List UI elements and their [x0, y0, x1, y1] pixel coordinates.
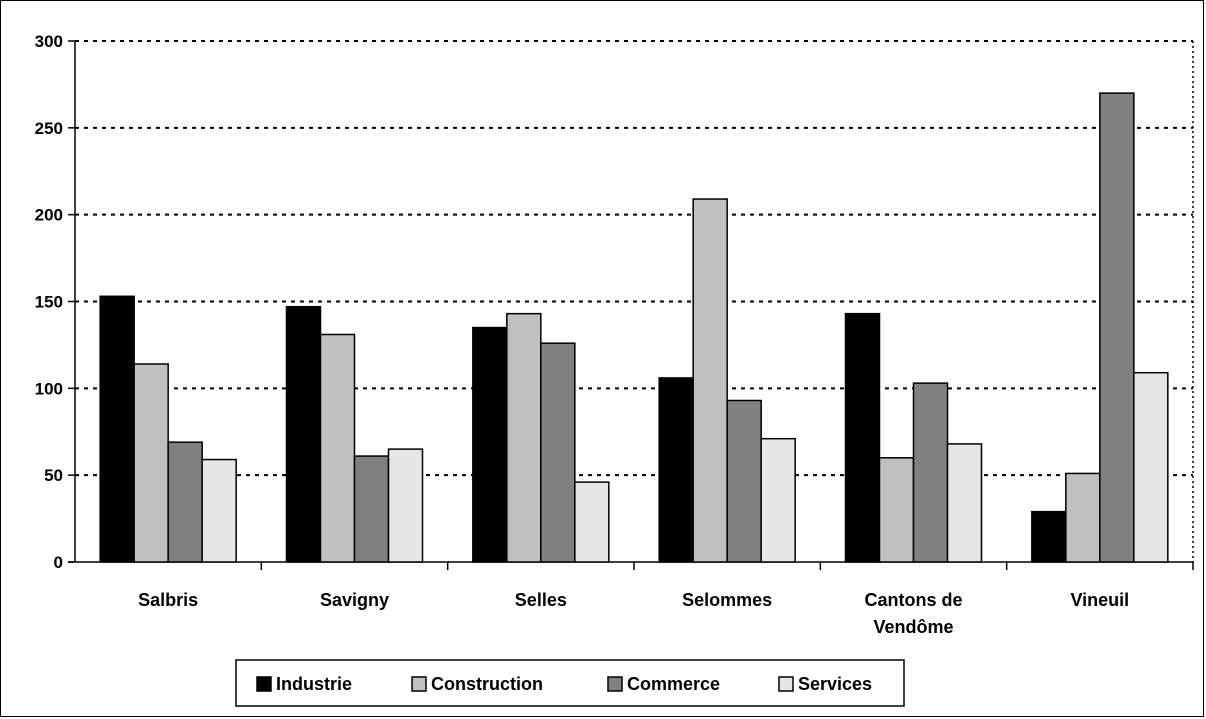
bar-services-4 — [946, 443, 983, 563]
bar-construction-2 — [506, 312, 542, 563]
category-label: Vendôme — [873, 617, 953, 637]
bar-services-0 — [201, 458, 237, 563]
bar-construction-4 — [878, 457, 915, 563]
y-tick-label: 100 — [35, 379, 63, 398]
bar-construction-5 — [1065, 472, 1101, 563]
y-tick-label: 0 — [54, 553, 63, 572]
bar-services-2 — [574, 481, 610, 563]
axes — [68, 40, 1194, 570]
category-label: Savigny — [320, 590, 389, 610]
bar-industrie-5 — [1031, 510, 1067, 563]
bar-construction-1 — [319, 333, 356, 563]
bar-commerce-2 — [540, 342, 576, 563]
y-tick-label: 250 — [35, 119, 63, 138]
legend-swatch-industrie — [256, 676, 272, 692]
legend: Industrie Construction Commerce Services — [235, 659, 905, 707]
bar-commerce-5 — [1099, 92, 1135, 563]
y-tick-label: 300 — [35, 32, 63, 51]
bar-industrie-4 — [844, 312, 881, 563]
legend-label-services: Services — [798, 674, 872, 694]
bar-industrie-2 — [472, 326, 508, 563]
bar-industrie-1 — [285, 305, 322, 563]
bar-services-3 — [760, 437, 796, 563]
category-label: Cantons de — [864, 590, 962, 610]
y-tick-label: 150 — [35, 293, 63, 312]
legend-swatch-construction — [411, 676, 427, 692]
bars — [99, 92, 1169, 563]
bar-commerce-3 — [726, 399, 762, 563]
category-label: Vineuil — [1070, 590, 1129, 610]
bar-commerce-0 — [167, 441, 203, 563]
gridlines — [75, 40, 1193, 477]
bar-commerce-4 — [912, 382, 949, 563]
category-label: Salbris — [138, 590, 198, 610]
legend-label-industrie: Industrie — [276, 674, 352, 694]
legend-label-commerce: Commerce — [627, 674, 720, 694]
bar-construction-0 — [133, 363, 169, 563]
bar-industrie-0 — [99, 295, 135, 563]
bar-services-1 — [387, 448, 424, 563]
category-label: Selles — [515, 590, 567, 610]
bar-construction-3 — [692, 198, 728, 563]
legend-swatch-services — [778, 676, 794, 692]
axis-labels: 0 50 100 150 200 250 300 Salbris Savigny Selles Se… — [35, 32, 1130, 637]
y-tick-label: 200 — [35, 206, 63, 225]
category-label: Selommes — [682, 590, 772, 610]
bar-commerce-1 — [353, 455, 390, 563]
y-tick-label: 50 — [44, 466, 63, 485]
bar-industrie-3 — [658, 377, 694, 563]
legend-label-construction: Construction — [431, 674, 543, 694]
bar-services-5 — [1133, 371, 1169, 563]
legend-swatch-commerce — [607, 676, 623, 692]
